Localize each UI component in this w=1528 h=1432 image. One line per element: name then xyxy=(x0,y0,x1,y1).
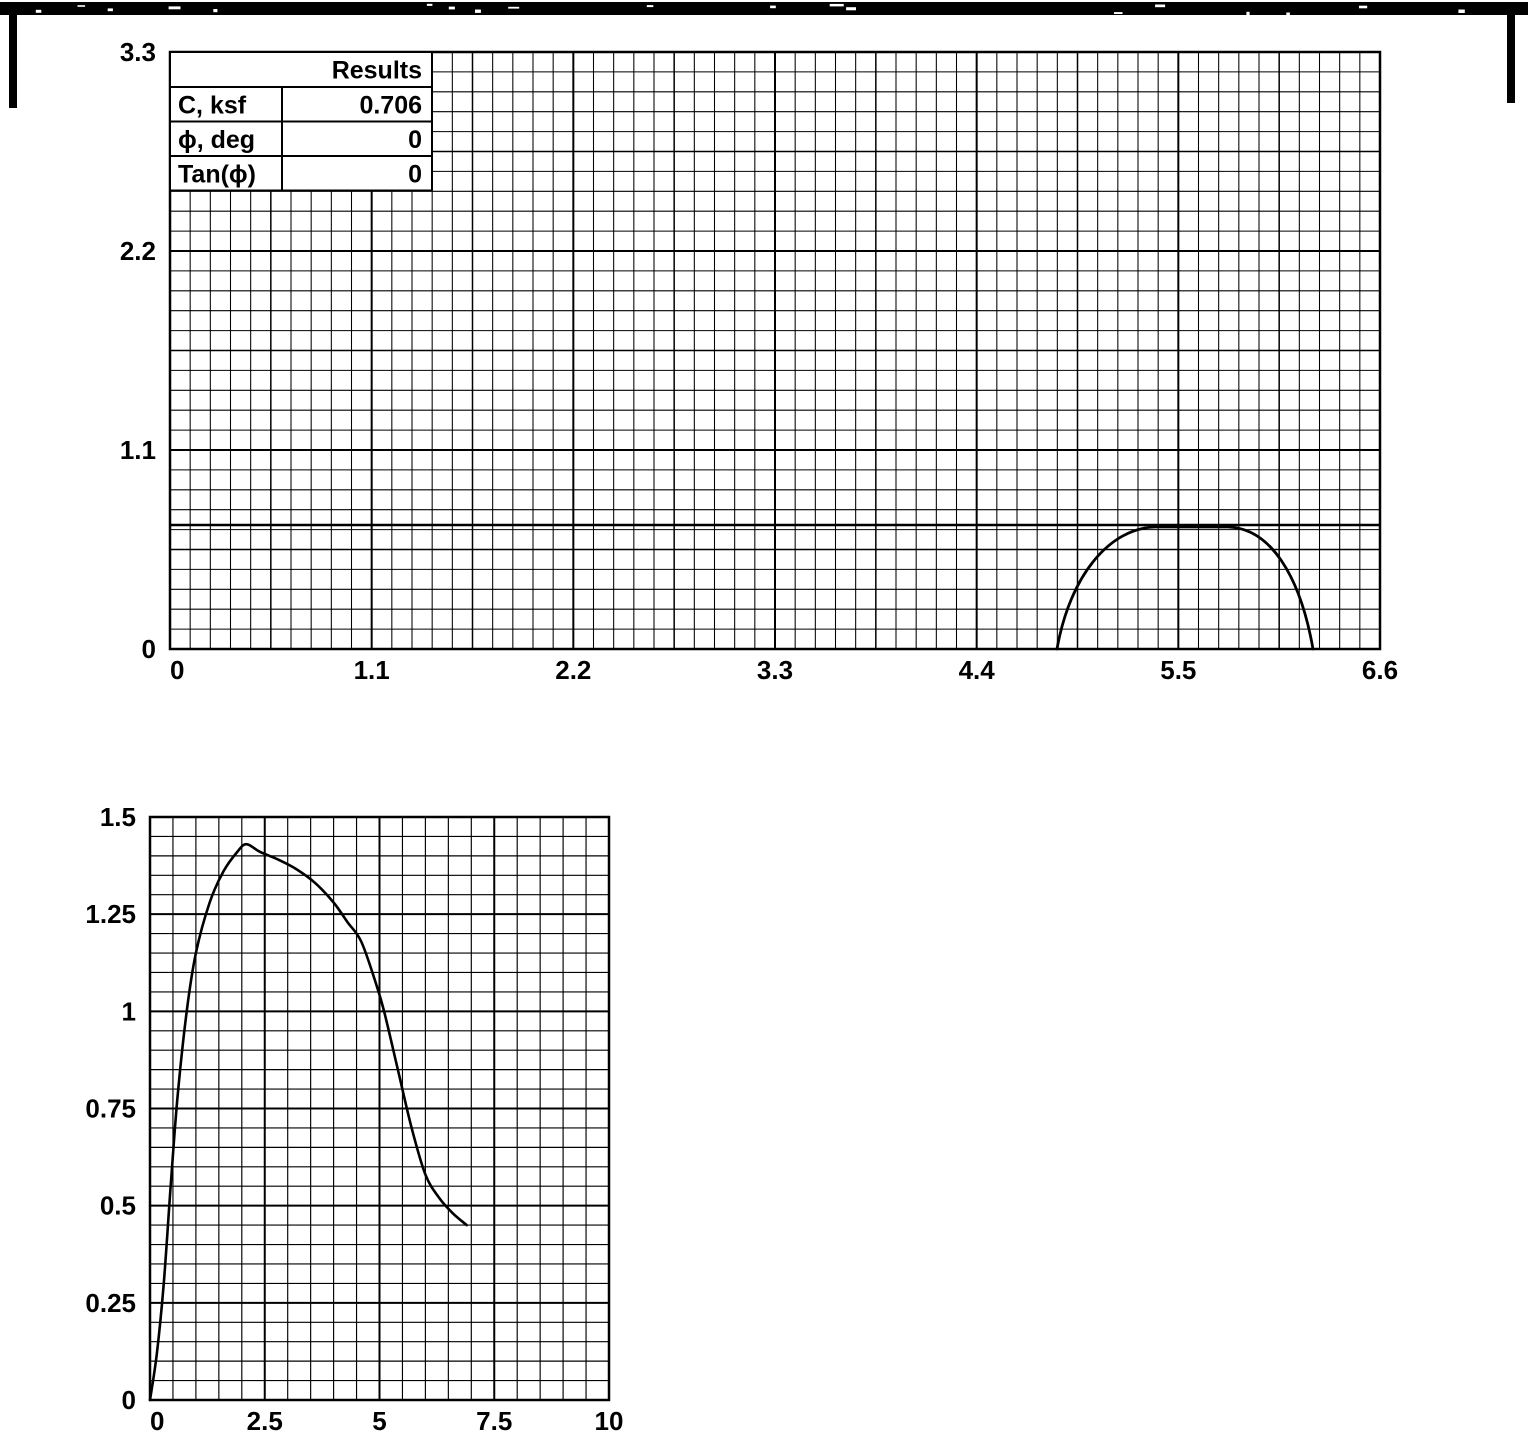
svg-text:0.25: 0.25 xyxy=(85,1288,136,1318)
svg-text:ϕ, deg: ϕ, deg xyxy=(178,126,255,154)
svg-text:C, ksf: C, ksf xyxy=(178,91,247,119)
svg-text:0.75: 0.75 xyxy=(85,1094,136,1124)
svg-text:7.5: 7.5 xyxy=(476,1406,512,1432)
svg-text:10: 10 xyxy=(595,1406,624,1432)
svg-text:6.6: 6.6 xyxy=(1362,655,1398,685)
svg-text:0.5: 0.5 xyxy=(100,1191,136,1221)
svg-text:3.3: 3.3 xyxy=(120,37,156,67)
svg-text:1: 1 xyxy=(122,996,136,1026)
svg-text:Results: Results xyxy=(332,57,422,85)
svg-text:0: 0 xyxy=(122,1385,136,1415)
svg-text:2.5: 2.5 xyxy=(247,1406,283,1432)
svg-text:1.5: 1.5 xyxy=(100,802,136,832)
svg-text:5.5: 5.5 xyxy=(1160,655,1196,685)
svg-text:0.706: 0.706 xyxy=(359,91,422,119)
svg-text:0: 0 xyxy=(150,1406,164,1432)
svg-text:1.25: 1.25 xyxy=(85,899,136,929)
svg-text:5: 5 xyxy=(372,1406,386,1432)
svg-text:4.4: 4.4 xyxy=(959,655,996,685)
svg-text:3.3: 3.3 xyxy=(757,655,793,685)
svg-text:0: 0 xyxy=(142,634,156,664)
svg-text:0: 0 xyxy=(408,126,422,154)
svg-text:0: 0 xyxy=(170,655,184,685)
svg-text:2.2: 2.2 xyxy=(555,655,591,685)
svg-text:1.1: 1.1 xyxy=(120,435,156,465)
svg-text:Tan(ϕ): Tan(ϕ) xyxy=(178,160,256,188)
svg-text:1.1: 1.1 xyxy=(354,655,390,685)
svg-text:2.2: 2.2 xyxy=(120,236,156,266)
svg-text:0: 0 xyxy=(408,160,422,188)
